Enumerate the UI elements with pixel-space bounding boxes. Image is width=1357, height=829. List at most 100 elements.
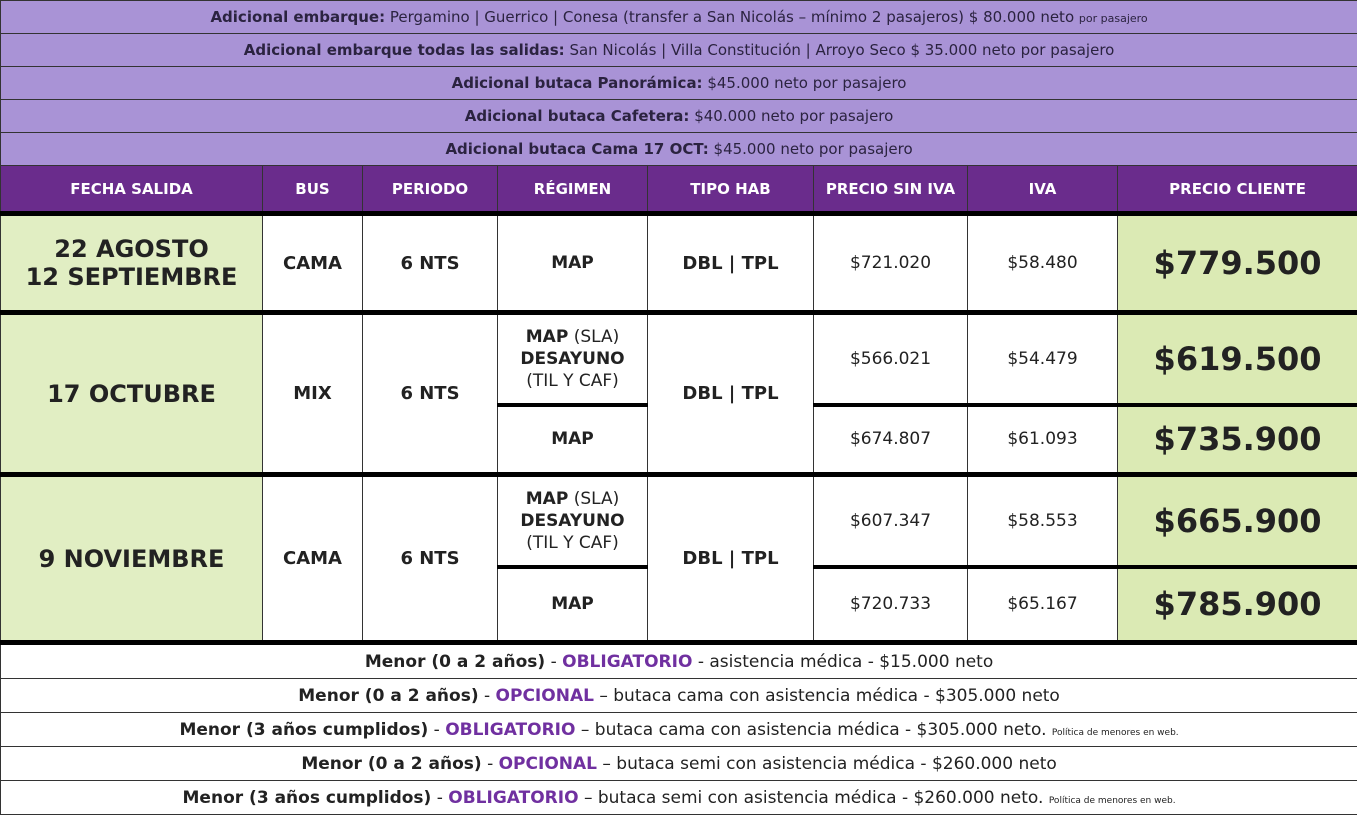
regimen-bold: DESAYUNO xyxy=(520,510,625,531)
regimen-text: (TIL Y CAF) xyxy=(526,532,619,553)
price-cell: $566.021 xyxy=(813,310,968,405)
note-row: Menor (0 a 2 años) - OPCIONAL – butaca c… xyxy=(0,678,1357,713)
extra-row: Adicional butaca Cafetera: $40.000 neto … xyxy=(0,99,1357,133)
room-cell: DBL | TPL xyxy=(647,310,814,475)
regimen-bold: DESAYUNO xyxy=(520,348,625,369)
note-text: - asistencia médica - $15.000 neto xyxy=(697,651,994,672)
regimen-cell: MAP xyxy=(497,211,648,313)
note-flag: OBLIGATORIO xyxy=(448,787,579,808)
regimen-bold: MAP xyxy=(525,488,569,509)
extra-text: Pergamino | Guerrico | Conesa (transfer … xyxy=(389,8,1075,26)
regimen-line: MAP (SLA) xyxy=(499,326,647,348)
room-cell: DBL | TPL xyxy=(647,211,814,313)
note-text: – butaca cama con asistencia médica - $3… xyxy=(580,719,1047,740)
regimen-line: MAP xyxy=(499,593,647,615)
period-cell: 6 NTS xyxy=(362,211,498,313)
note-flag: OPCIONAL xyxy=(495,685,594,706)
extra-cell: Adicional embarque: Pergamino | Guerrico… xyxy=(0,0,1357,34)
extra-cell: Adicional embarque todas las salidas: Sa… xyxy=(0,33,1357,67)
client-price-cell: $779.500 xyxy=(1116,211,1357,313)
option-row: 9 NOVIEMBRE CAMA 6 NTS MAP (SLA) DESAYUNO (TI… xyxy=(0,472,1357,643)
note-sep: - xyxy=(484,685,491,706)
note-flag: OBLIGATORIO xyxy=(562,651,693,672)
header-cell: PRECIO CLIENTE xyxy=(1116,165,1357,214)
extra-label: Adicional butaca Panorámica: xyxy=(451,74,703,92)
regimen-line: DESAYUNO xyxy=(499,510,647,532)
regimen-line: MAP xyxy=(499,428,647,450)
price-cell: $674.807 xyxy=(813,402,968,475)
option-row: MAP $720.733 $65.167 $785.900 xyxy=(1,564,1357,643)
date-line: 22 AGOSTO xyxy=(54,235,209,263)
period-cell: 6 NTS xyxy=(362,472,498,643)
extra-label: Adicional embarque: xyxy=(210,8,386,26)
regimen-bold: MAP xyxy=(551,429,594,450)
regimen-text: (TIL Y CAF) xyxy=(526,370,619,391)
note-sep: - xyxy=(433,719,440,740)
note-cell: Menor (0 a 2 años) - OPCIONAL – butaca c… xyxy=(0,678,1357,713)
extra-cell: Adicional butaca Cafetera: $40.000 neto … xyxy=(0,99,1357,133)
date-line: 9 NOVIEMBRE xyxy=(38,544,225,573)
regimen-bold: MAP xyxy=(551,594,594,615)
note-cell: Menor (0 a 2 años) - OBLIGATORIO - asist… xyxy=(0,640,1357,679)
regimen-cell: MAP (SLA) DESAYUNO (TIL Y CAF) xyxy=(497,472,648,567)
note-row: Menor (3 años cumplidos) - OBLIGATORIO –… xyxy=(0,780,1357,815)
note-label: Menor (0 a 2 años) xyxy=(301,753,482,774)
regimen-bold: MAP xyxy=(525,326,569,347)
note-label: Menor (3 años cumplidos) xyxy=(179,719,429,740)
regimen-cell: MAP (SLA) DESAYUNO (TIL Y CAF) xyxy=(497,310,648,405)
note-sep: - xyxy=(436,787,443,808)
client-price-cell: $735.900 xyxy=(1116,402,1357,475)
note-row: Menor (0 a 2 años) - OPCIONAL – butaca s… xyxy=(0,746,1357,781)
note-cell: Menor (0 a 2 años) - OPCIONAL – butaca s… xyxy=(0,746,1357,781)
regimen-line: MAP (SLA) xyxy=(499,488,647,510)
date-cell: 17 OCTUBRE xyxy=(0,310,263,475)
header-cell: IVA xyxy=(967,165,1118,214)
extra-cell: Adicional butaca Panorámica: $45.000 net… xyxy=(0,66,1357,100)
price-cell: $607.347 xyxy=(813,472,968,567)
extra-text: San Nicolás | Villa Constitución | Arroy… xyxy=(569,41,1115,59)
header-cell: FECHA SALIDA xyxy=(0,165,263,214)
note-small: Política de menores en web. xyxy=(1051,727,1179,738)
header-cell: RÉGIMEN xyxy=(497,165,648,214)
period-cell: 6 NTS xyxy=(362,310,498,475)
note-sep: - xyxy=(550,651,557,672)
client-price-cell: $665.900 xyxy=(1116,472,1357,567)
note-text: – butaca semi con asistencia médica - $2… xyxy=(602,753,1057,774)
note-flag: OPCIONAL xyxy=(498,753,597,774)
header-cell: PRECIO SIN IVA xyxy=(813,165,968,214)
date-line: 12 SEPTIEMBRE xyxy=(25,263,238,291)
extra-small: por pasajero xyxy=(1078,12,1148,25)
note-label: Menor (0 a 2 años) xyxy=(298,685,479,706)
extra-text: $45.000 neto por pasajero xyxy=(713,140,913,158)
regimen-text: (SLA) xyxy=(573,326,620,347)
option-row: 22 AGOSTO 12 SEPTIEMBRE CAMA 6 NTS MAP DBL | … xyxy=(0,211,1357,313)
regimen-line: (TIL Y CAF) xyxy=(499,532,647,554)
room-cell: DBL | TPL xyxy=(647,472,814,643)
iva-cell: $54.479 xyxy=(967,310,1118,405)
regimen-bold: MAP xyxy=(551,252,594,273)
extra-label: Adicional butaca Cafetera: xyxy=(464,107,690,125)
client-price-cell: $619.500 xyxy=(1116,310,1357,405)
note-flag: OBLIGATORIO xyxy=(445,719,576,740)
header-cell: TIPO HAB xyxy=(647,165,814,214)
price-cell: $720.733 xyxy=(813,564,968,643)
note-small: Política de menores en web. xyxy=(1048,795,1176,806)
client-price-cell: $785.900 xyxy=(1116,564,1357,643)
iva-cell: $58.553 xyxy=(967,472,1118,567)
date-cell: 22 AGOSTO 12 SEPTIEMBRE xyxy=(0,211,263,313)
extra-label: Adicional embarque todas las salidas: xyxy=(243,41,565,59)
extra-row: Adicional butaca Cama 17 OCT: $45.000 ne… xyxy=(0,132,1357,166)
iva-cell: $61.093 xyxy=(967,402,1118,475)
header-cell: BUS xyxy=(262,165,363,214)
regimen-cell: MAP xyxy=(497,564,648,643)
bus-cell: CAMA xyxy=(262,472,363,643)
date-cell: 9 NOVIEMBRE xyxy=(0,472,263,643)
note-cell: Menor (3 años cumplidos) - OBLIGATORIO –… xyxy=(0,712,1357,747)
price-cell: $721.020 xyxy=(813,211,968,313)
regimen-line: DESAYUNO xyxy=(499,348,647,370)
note-text: – butaca semi con asistencia médica - $2… xyxy=(583,787,1044,808)
extra-cell: Adicional butaca Cama 17 OCT: $45.000 ne… xyxy=(0,132,1357,166)
regimen-line: MAP xyxy=(499,252,647,274)
